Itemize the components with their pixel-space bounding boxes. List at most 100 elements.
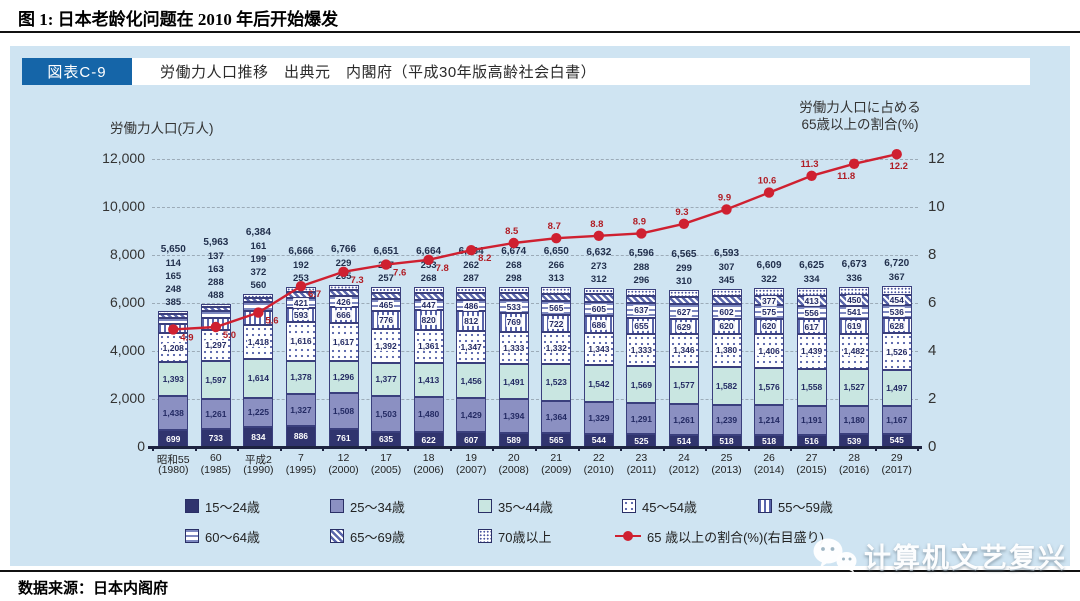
bar-value-text: 722 <box>548 318 565 329</box>
bar-value-label: 1,378 <box>280 372 322 382</box>
x-tick-era: 17 <box>380 452 392 464</box>
bar-value-label: 620 <box>748 321 790 332</box>
bar-total-label: 6,666 <box>288 246 314 258</box>
bar-segment <box>328 392 359 429</box>
bar-value-text: 1,343 <box>587 343 611 354</box>
bar-segment <box>243 297 274 303</box>
bar-outside-labels: 5,650 114 165 248 385 <box>151 243 195 309</box>
bar-value-label: 377 <box>748 295 790 306</box>
bar-outside-value: 488 <box>207 289 224 301</box>
bar-value-text: 761 <box>336 432 351 443</box>
bar-value-text: 589 <box>506 434 521 445</box>
bar-segment <box>243 358 274 398</box>
x-axis-tick <box>492 447 495 451</box>
bar-value-label: 525 <box>620 436 662 446</box>
bar-outside-value: 199 <box>250 253 267 265</box>
bar-value-label: 1,361 <box>408 341 450 352</box>
x-axis-tick <box>449 447 452 451</box>
bar-value-label: 733 <box>195 433 237 443</box>
bar-total-label: 6,766 <box>330 243 357 255</box>
bar-outside-value: 114 <box>165 258 181 270</box>
bar-segment <box>200 303 231 308</box>
bar-value-label: 619 <box>833 321 875 332</box>
bar-value-text: 1,439 <box>799 346 824 357</box>
right-axis-title-line1: 労働力人口に占める <box>799 100 921 115</box>
bar-segment <box>583 402 614 434</box>
bar-value-text: 1,297 <box>204 340 228 351</box>
trend-value-label: 4.9 <box>180 332 193 343</box>
trend-point <box>891 149 902 160</box>
x-axis-tick <box>364 447 367 451</box>
bar-value-text: 1,542 <box>588 378 610 389</box>
right-axis-title-line2: 65歳以上の割合(%) <box>801 117 919 132</box>
bar-value-label: 1,497 <box>876 383 918 393</box>
bar-segment <box>200 399 231 430</box>
bar-segment <box>498 363 529 400</box>
bar-value-label: 1,327 <box>280 405 322 415</box>
bar-value-label: 1,456 <box>450 376 492 386</box>
bar-value-label: 1,261 <box>663 415 705 425</box>
grid-line <box>152 351 918 352</box>
legend-item: 35～44歳 <box>478 498 553 515</box>
bar-value-label: 761 <box>323 433 365 443</box>
bar-segment <box>541 293 572 302</box>
x-tick-year: (2010) <box>583 464 614 476</box>
bar-value-text: 1,291 <box>630 413 653 424</box>
bar-value-text: 465 <box>377 300 395 311</box>
bar-value-label: 486 <box>450 300 492 311</box>
bar-outside-value: 161 <box>250 240 267 252</box>
bar-value-label: 834 <box>237 432 279 442</box>
bar-outside-labels: 6,625 334 <box>790 259 834 286</box>
bar-value-label: 1,491 <box>493 377 535 387</box>
bar-segment <box>328 361 359 393</box>
bar-value-label: 886 <box>280 431 322 441</box>
trend-value-label: 11.8 <box>837 171 855 182</box>
x-tick-era: 19 <box>465 452 477 464</box>
trend-point <box>465 245 477 256</box>
bar-value-label: 1,225 <box>237 407 279 417</box>
bar-value-label: 539 <box>833 436 875 446</box>
x-tick-year: (2014) <box>753 464 785 476</box>
bar-value-label: 607 <box>450 435 492 445</box>
bar-segment <box>285 393 316 426</box>
bar-value-text: 413 <box>803 296 820 306</box>
legend-item: 70歳以上 <box>478 528 551 545</box>
x-axis-tick <box>875 447 878 451</box>
y-tick-left-label: 2,000 <box>109 390 145 406</box>
bar-outside-value: 307 <box>718 261 735 273</box>
bar-value-label: 465 <box>365 300 407 311</box>
chart-id-badge: 図表C-9 <box>22 58 132 85</box>
bar-value-label: 1,364 <box>535 412 577 422</box>
bar-value-label: 589 <box>493 435 535 445</box>
bar-value-label: 1,429 <box>450 410 492 420</box>
bar-segment <box>413 293 444 300</box>
bar-value-text: 565 <box>548 303 565 314</box>
y-tick-left-label: 12,000 <box>102 150 145 166</box>
bar-value-text: 1,491 <box>503 376 525 387</box>
bar-value-label: 1,239 <box>706 415 748 425</box>
bar-segment <box>796 406 827 435</box>
x-axis-tick <box>152 447 154 451</box>
bar-value-text: 593 <box>292 309 310 320</box>
bar-segment <box>456 398 487 433</box>
bar-value-text: 686 <box>590 319 607 330</box>
bar-value-label: 1,527 <box>833 382 875 392</box>
bar-segment <box>626 295 657 303</box>
x-tick-year: (2011) <box>626 464 657 476</box>
bar-outside-value: 372 <box>250 266 267 278</box>
bar-value-label: 1,614 <box>237 373 279 383</box>
bar-value-text: 533 <box>505 301 522 312</box>
bar-segment <box>583 287 614 295</box>
bar-outside-labels: 6,632 273 312 <box>577 246 621 286</box>
bar-value-text: 776 <box>377 314 395 325</box>
bar-value-label: 627 <box>663 306 705 317</box>
bar-outside-labels: 6,384 161 199 372 560 <box>236 226 280 292</box>
x-axis-tick <box>620 447 623 451</box>
bar-value-label: 602 <box>706 306 748 317</box>
bar-segment <box>456 292 487 300</box>
wechat-icon <box>813 538 857 573</box>
bar-value-label: 1,347 <box>450 342 492 353</box>
bar-outside-labels: 5,963 137 163 288 488 <box>194 236 238 302</box>
x-tick-year: (2008) <box>498 464 529 476</box>
bar-outside-value: 296 <box>633 274 650 286</box>
